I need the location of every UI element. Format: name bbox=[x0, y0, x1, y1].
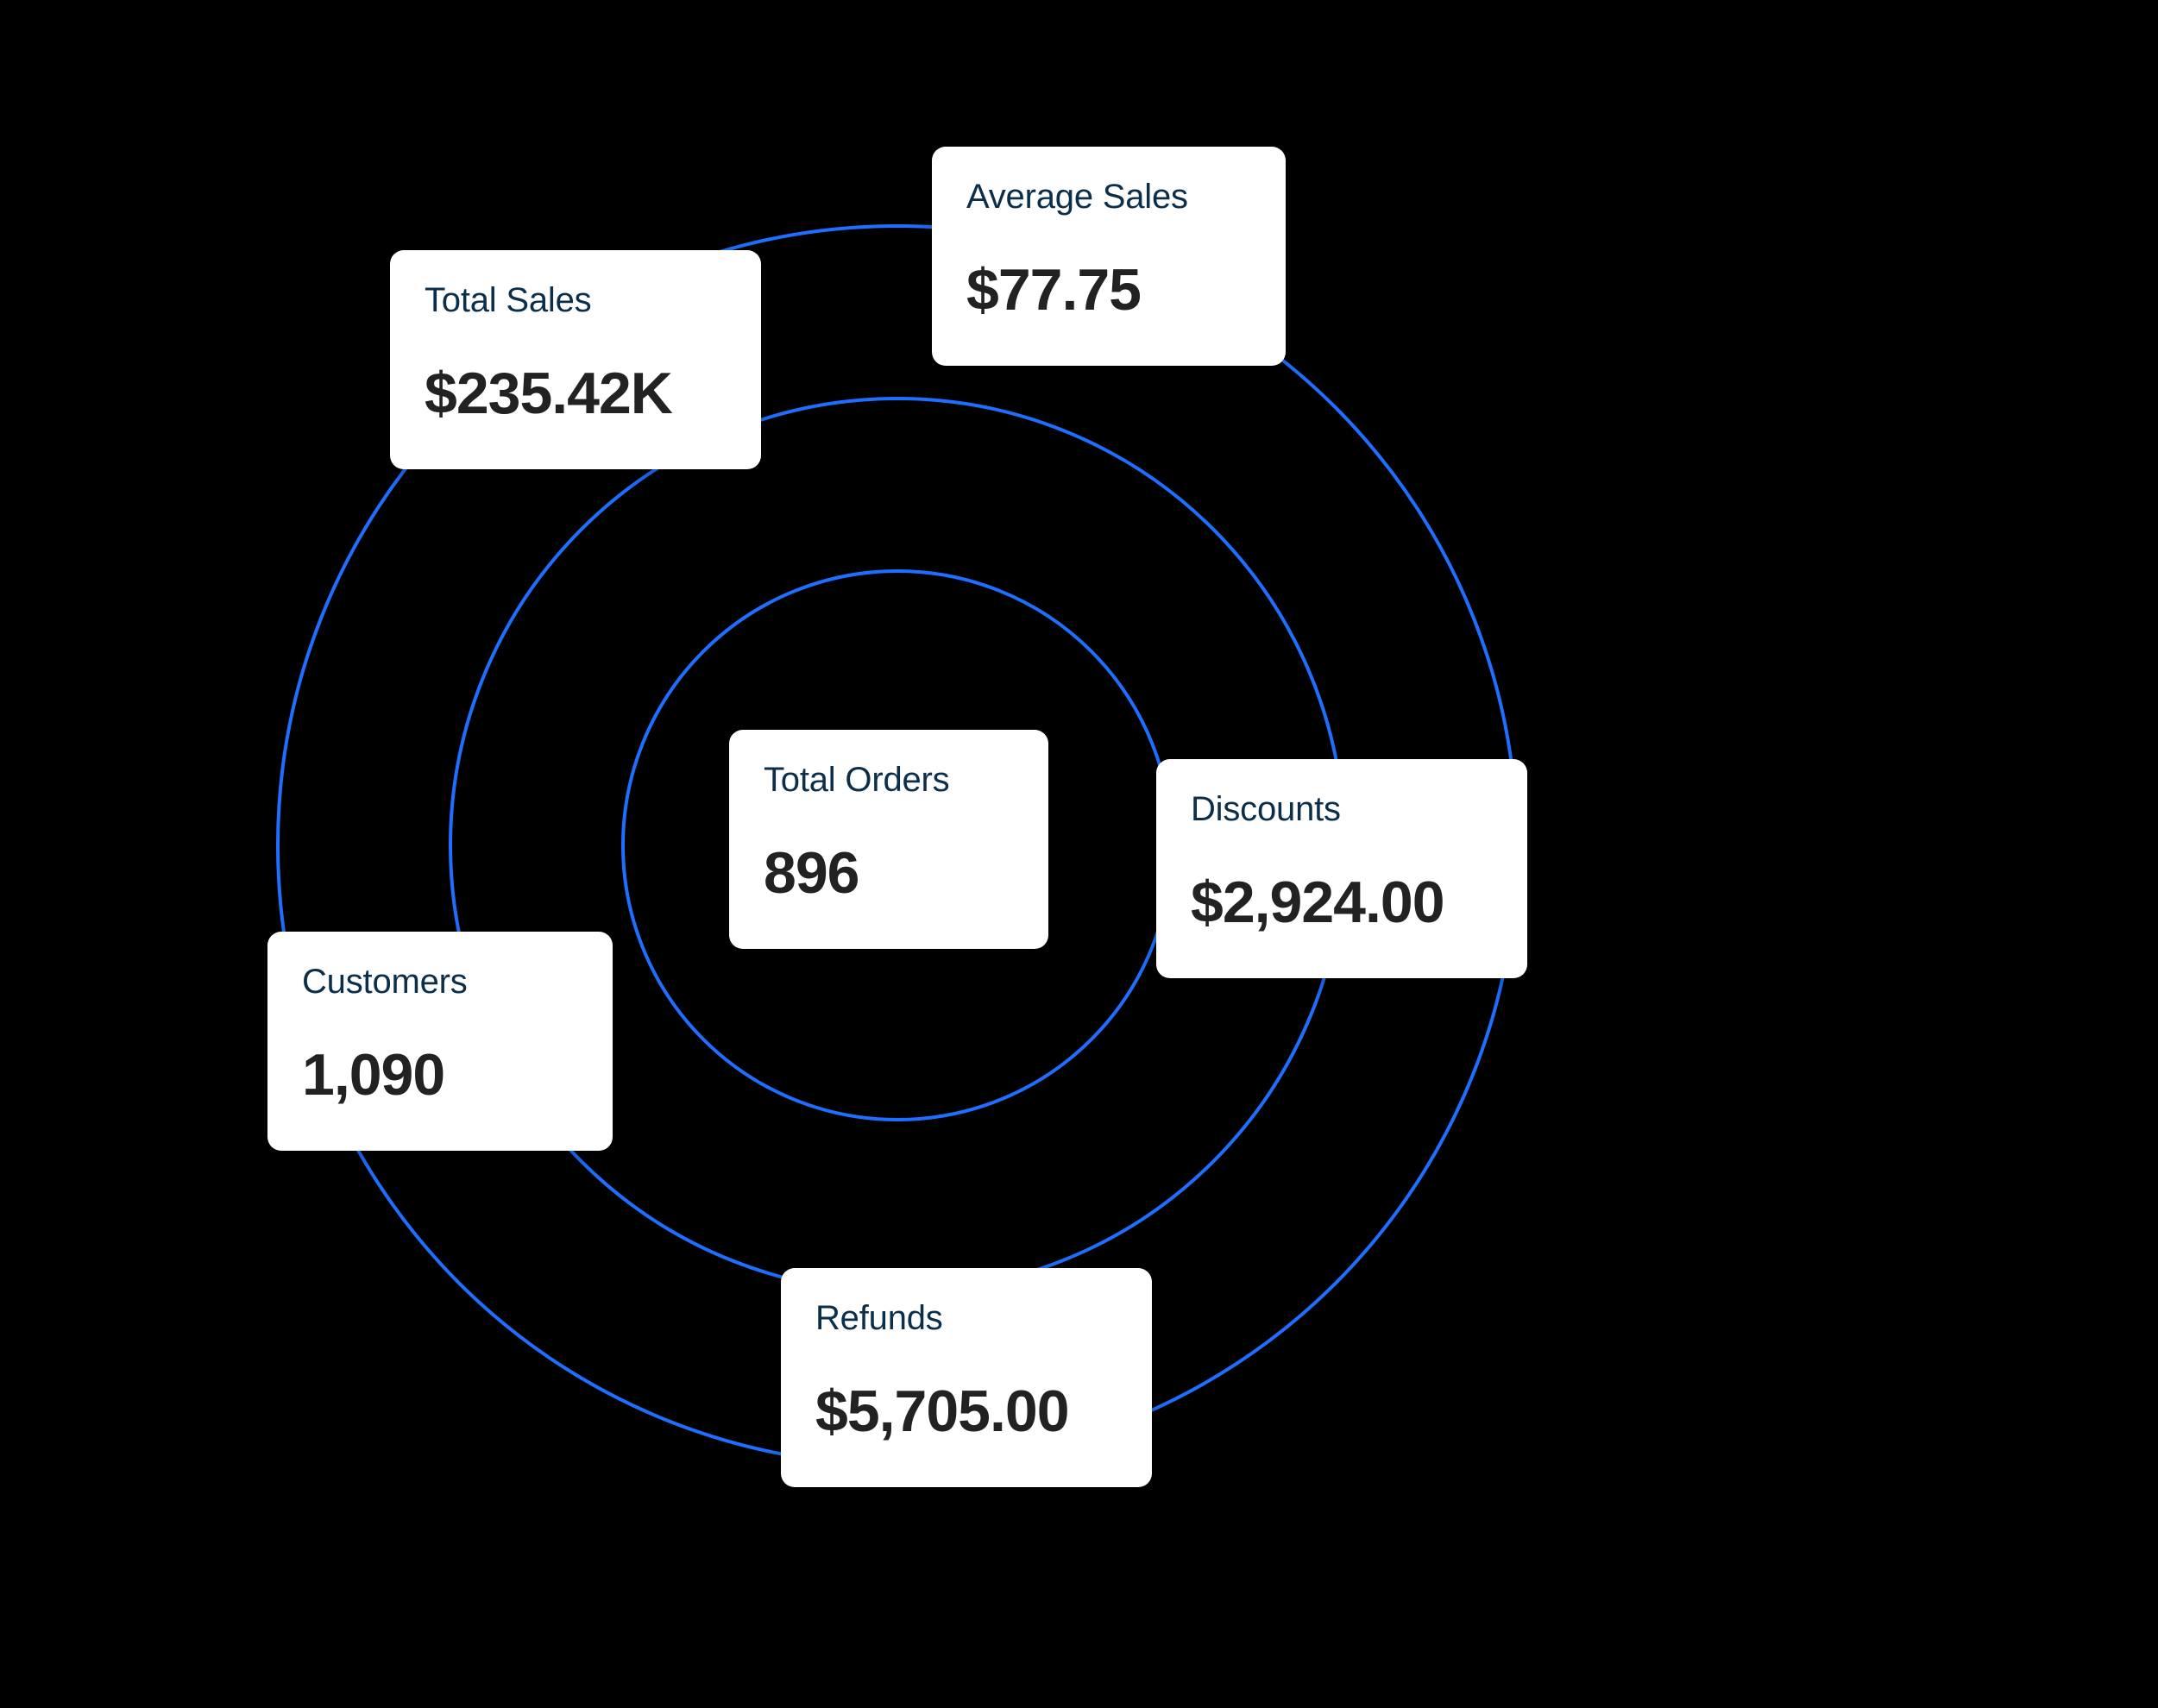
dashboard-canvas: Total Orders 896 Total Sales $235.42K Av… bbox=[0, 0, 2158, 1708]
card-label-average-sales: Average Sales bbox=[966, 178, 1251, 217]
card-value-total-orders: 896 bbox=[764, 839, 1014, 907]
card-label-total-orders: Total Orders bbox=[764, 761, 1014, 800]
card-label-refunds: Refunds bbox=[815, 1299, 1117, 1338]
card-value-total-sales: $235.42K bbox=[425, 360, 727, 427]
card-value-average-sales: $77.75 bbox=[966, 256, 1251, 323]
card-value-refunds: $5,705.00 bbox=[815, 1378, 1117, 1445]
card-discounts: Discounts $2,924.00 bbox=[1156, 759, 1527, 978]
card-label-customers: Customers bbox=[302, 963, 578, 1002]
card-refunds: Refunds $5,705.00 bbox=[781, 1268, 1152, 1487]
card-average-sales: Average Sales $77.75 bbox=[932, 147, 1286, 366]
card-label-discounts: Discounts bbox=[1191, 790, 1493, 829]
card-total-orders: Total Orders 896 bbox=[729, 730, 1048, 949]
card-label-total-sales: Total Sales bbox=[425, 281, 727, 320]
card-total-sales: Total Sales $235.42K bbox=[390, 250, 761, 469]
card-value-customers: 1,090 bbox=[302, 1041, 578, 1108]
card-customers: Customers 1,090 bbox=[267, 932, 613, 1151]
card-value-discounts: $2,924.00 bbox=[1191, 869, 1493, 936]
